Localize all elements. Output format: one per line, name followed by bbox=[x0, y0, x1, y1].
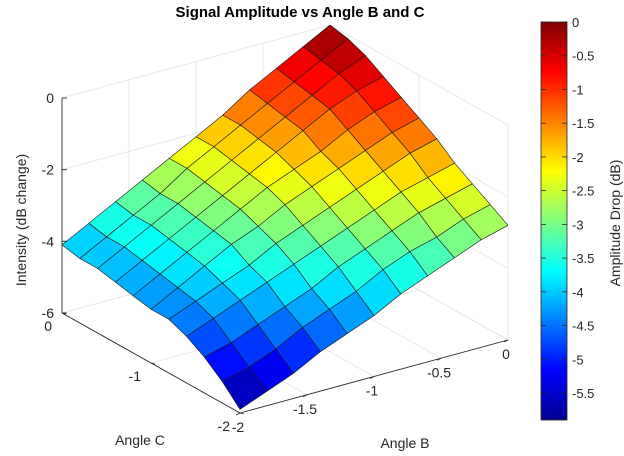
axis-ticks: -2-1.5-1-0.50-2-10-6-4-20 bbox=[42, 90, 511, 435]
x-tick-label: -2 bbox=[232, 419, 245, 435]
x-tick bbox=[503, 339, 509, 343]
chart-title: Signal Amplitude vs Angle B and C bbox=[176, 4, 425, 21]
colorbar-tick-label: -4.5 bbox=[572, 319, 594, 334]
colorbar-tick-label: -2.5 bbox=[572, 184, 594, 199]
x-tick bbox=[369, 376, 375, 379]
colorbar-label: Amplitude Drop (dB) bbox=[607, 160, 623, 287]
x-tick bbox=[235, 412, 241, 416]
x-tick bbox=[302, 394, 308, 398]
colorbar-ticks: 0 -0.5 -1 -1.5 -2 -2.5 -3 -3.5 -4 -4.5 -5 -5.5 bbox=[541, 15, 594, 401]
colorbar bbox=[540, 21, 568, 421]
z-tick-label: -2 bbox=[42, 162, 55, 178]
surface-mesh bbox=[61, 24, 509, 410]
x-tick bbox=[436, 357, 442, 361]
x-tick-label: -0.5 bbox=[427, 364, 451, 380]
z-tick-label: -6 bbox=[42, 305, 55, 321]
x-tick-label: -1.5 bbox=[293, 401, 317, 417]
x-tick-label: -1 bbox=[366, 383, 379, 399]
y-tick-label: 0 bbox=[44, 318, 52, 334]
colorbar-tick-label: -1 bbox=[572, 82, 584, 97]
grid-line-back-z bbox=[61, 24, 331, 99]
colorbar-tick-label: -2 bbox=[572, 150, 584, 165]
surface-patch bbox=[221, 366, 268, 410]
y-axis-label: Angle C bbox=[115, 432, 165, 448]
colorbar-tick-label: -1.5 bbox=[572, 116, 594, 131]
y-tick bbox=[239, 412, 245, 415]
colorbar-tick-label: 0 bbox=[572, 15, 579, 30]
colorbar-gradient bbox=[540, 21, 568, 421]
colorbar-tick-label: -5 bbox=[572, 352, 584, 367]
y-tick-label: -2 bbox=[218, 418, 231, 434]
colorbar-tick-label: -0.5 bbox=[572, 49, 594, 64]
colorbar-tick-label: -3 bbox=[572, 217, 584, 232]
colorbar-tick-label: -4 bbox=[572, 285, 584, 300]
x-tick-label: 0 bbox=[502, 346, 510, 362]
colorbar-tick-label: -5.5 bbox=[572, 386, 594, 401]
y-tick bbox=[150, 362, 156, 365]
z-tick-label: 0 bbox=[46, 90, 54, 106]
z-tick-label: -4 bbox=[42, 233, 55, 249]
y-tick-label: -1 bbox=[129, 368, 142, 384]
z-axis-label: Intensity (dB change) bbox=[13, 154, 29, 286]
x-axis-label: Angle B bbox=[380, 435, 429, 451]
colorbar-tick-label: -3.5 bbox=[572, 251, 594, 266]
